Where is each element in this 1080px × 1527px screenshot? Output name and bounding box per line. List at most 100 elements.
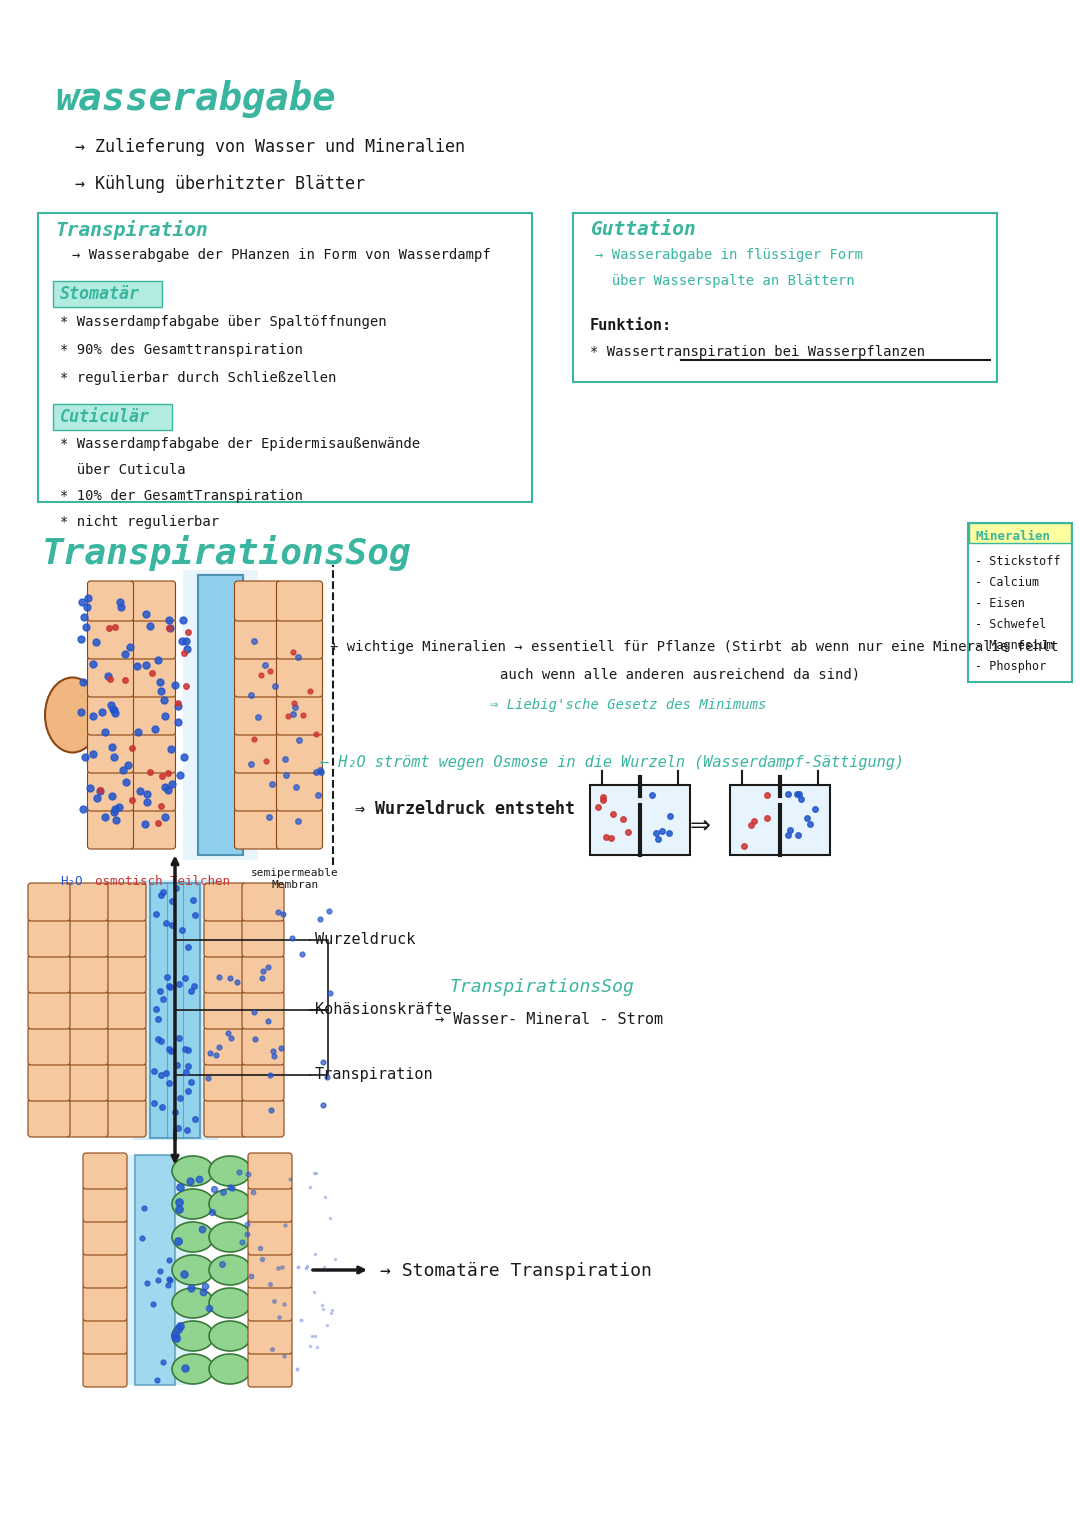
FancyBboxPatch shape [130, 809, 175, 849]
Ellipse shape [210, 1321, 251, 1351]
FancyBboxPatch shape [234, 733, 281, 773]
Ellipse shape [210, 1190, 251, 1219]
Text: - Magnesium: - Magnesium [975, 638, 1053, 652]
Text: * 90% des Gesamttranspiration: * 90% des Gesamttranspiration [60, 344, 302, 357]
Text: → Zulieferung von Wasser und Mineralien: → Zulieferung von Wasser und Mineralien [75, 137, 465, 156]
FancyBboxPatch shape [234, 618, 281, 660]
FancyBboxPatch shape [135, 1154, 175, 1385]
Ellipse shape [210, 1287, 251, 1318]
FancyBboxPatch shape [87, 771, 134, 811]
Text: ← H₂O strömt wegen Osmose in die Wurzeln (Wasserdampf-Sättigung): ← H₂O strömt wegen Osmose in die Wurzeln… [320, 754, 904, 770]
Ellipse shape [210, 1222, 251, 1252]
Text: Wurzeldruck: Wurzeldruck [315, 931, 416, 947]
Text: - Phosphor: - Phosphor [975, 660, 1047, 673]
Text: Transpiration: Transpiration [55, 220, 207, 240]
Ellipse shape [172, 1156, 214, 1186]
FancyBboxPatch shape [204, 919, 246, 957]
FancyBboxPatch shape [248, 1153, 292, 1190]
FancyBboxPatch shape [114, 1154, 195, 1385]
Text: Guttation: Guttation [590, 220, 696, 240]
Text: Stomatär: Stomatär [60, 286, 140, 302]
FancyBboxPatch shape [204, 991, 246, 1029]
FancyBboxPatch shape [242, 883, 284, 921]
FancyBboxPatch shape [53, 405, 172, 431]
FancyBboxPatch shape [87, 733, 134, 773]
FancyBboxPatch shape [234, 580, 281, 621]
Text: * 10% der GesamtTranspiration: * 10% der GesamtTranspiration [60, 489, 302, 502]
FancyBboxPatch shape [130, 695, 175, 734]
Text: → Wasserabgabe der PHanzen in Form von Wasserdampf: → Wasserabgabe der PHanzen in Form von W… [72, 247, 490, 263]
FancyBboxPatch shape [28, 954, 70, 993]
FancyBboxPatch shape [573, 212, 997, 382]
Text: Kohäsionskräfte: Kohäsionskräfte [315, 1002, 451, 1017]
FancyBboxPatch shape [53, 281, 162, 307]
FancyBboxPatch shape [28, 1099, 70, 1138]
Text: * Wassertranspiration bei Wasserpflanzen: * Wassertranspiration bei Wasserpflanzen [590, 345, 924, 359]
FancyBboxPatch shape [204, 1028, 246, 1064]
FancyBboxPatch shape [130, 733, 175, 773]
FancyBboxPatch shape [28, 883, 70, 921]
FancyBboxPatch shape [66, 1063, 108, 1101]
FancyBboxPatch shape [133, 880, 217, 1141]
FancyBboxPatch shape [104, 883, 146, 921]
Text: → Stomatäre Transpiration: → Stomatäre Transpiration [380, 1261, 652, 1280]
FancyBboxPatch shape [66, 954, 108, 993]
FancyBboxPatch shape [730, 785, 831, 855]
Text: - Stickstoff: - Stickstoff [975, 554, 1061, 568]
Text: - Calcium: - Calcium [975, 576, 1039, 589]
FancyBboxPatch shape [242, 919, 284, 957]
FancyBboxPatch shape [87, 657, 134, 696]
Text: → Kühlung überhitzter Blätter: → Kühlung überhitzter Blätter [75, 176, 365, 192]
Text: * nicht regulierbar: * nicht regulierbar [60, 515, 219, 528]
FancyBboxPatch shape [248, 1286, 292, 1321]
Ellipse shape [45, 678, 100, 753]
Text: Cuticulär: Cuticulär [60, 408, 150, 426]
FancyBboxPatch shape [83, 1286, 127, 1321]
FancyBboxPatch shape [83, 1318, 127, 1354]
Text: → Wasserabgabe in flüssiger Form: → Wasserabgabe in flüssiger Form [595, 247, 863, 263]
FancyBboxPatch shape [590, 785, 690, 855]
FancyBboxPatch shape [66, 1099, 108, 1138]
FancyBboxPatch shape [204, 883, 246, 921]
Text: * Wasserdampfabgabe über Spaltöffnungen: * Wasserdampfabgabe über Spaltöffnungen [60, 315, 387, 328]
Text: ⇒: ⇒ [689, 812, 711, 837]
Text: über Wasserspalte an Blättern: über Wasserspalte an Blättern [595, 273, 854, 289]
FancyBboxPatch shape [183, 570, 257, 860]
FancyBboxPatch shape [248, 1351, 292, 1387]
FancyBboxPatch shape [242, 1063, 284, 1101]
FancyBboxPatch shape [276, 657, 323, 696]
Text: über Cuticula: über Cuticula [60, 463, 186, 476]
FancyBboxPatch shape [276, 580, 323, 621]
FancyBboxPatch shape [276, 618, 323, 660]
Text: Mineralien: Mineralien [975, 530, 1050, 544]
Ellipse shape [172, 1321, 214, 1351]
FancyBboxPatch shape [66, 883, 108, 921]
FancyBboxPatch shape [130, 771, 175, 811]
Text: H₂O: H₂O [60, 875, 82, 889]
Text: semipermeable
Membran: semipermeable Membran [252, 867, 339, 890]
FancyBboxPatch shape [104, 1028, 146, 1064]
FancyBboxPatch shape [234, 695, 281, 734]
Ellipse shape [172, 1190, 214, 1219]
Text: ⇒ Liebig'sche Gesetz des Minimums: ⇒ Liebig'sche Gesetz des Minimums [490, 698, 767, 712]
Ellipse shape [210, 1354, 251, 1383]
Text: auch wenn alle anderen ausreichend da sind): auch wenn alle anderen ausreichend da si… [500, 667, 860, 683]
FancyBboxPatch shape [28, 991, 70, 1029]
FancyBboxPatch shape [242, 1028, 284, 1064]
FancyBboxPatch shape [83, 1219, 127, 1255]
Text: + wichtige Mineralien → essentiell für Pflanze (Stirbt ab wenn nur eine Minerali: + wichtige Mineralien → essentiell für P… [330, 640, 1058, 654]
FancyBboxPatch shape [242, 991, 284, 1029]
FancyBboxPatch shape [968, 524, 1072, 683]
FancyBboxPatch shape [104, 954, 146, 993]
FancyBboxPatch shape [87, 618, 134, 660]
FancyBboxPatch shape [83, 1252, 127, 1287]
Text: * Wasserdampfabgabe der Epidermisaußenwände: * Wasserdampfabgabe der Epidermisaußenwä… [60, 437, 420, 450]
FancyBboxPatch shape [28, 919, 70, 957]
FancyBboxPatch shape [130, 580, 175, 621]
FancyBboxPatch shape [66, 1028, 108, 1064]
Text: Funktion:: Funktion: [590, 318, 672, 333]
FancyBboxPatch shape [276, 733, 323, 773]
Text: TranspirationsSog: TranspirationsSog [42, 534, 411, 571]
FancyBboxPatch shape [87, 809, 134, 849]
Ellipse shape [172, 1222, 214, 1252]
